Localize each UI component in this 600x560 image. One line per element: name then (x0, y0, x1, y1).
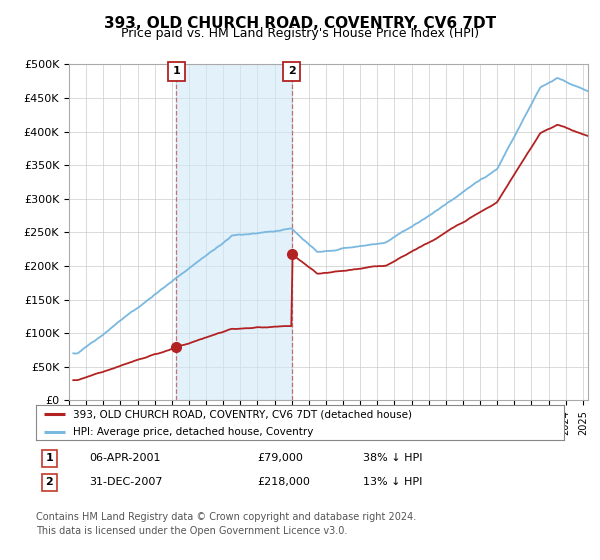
Text: 393, OLD CHURCH ROAD, COVENTRY, CV6 7DT (detached house): 393, OLD CHURCH ROAD, COVENTRY, CV6 7DT … (73, 409, 412, 419)
Text: HPI: Average price, detached house, Coventry: HPI: Average price, detached house, Cove… (73, 427, 313, 437)
Text: 2: 2 (287, 66, 295, 76)
Text: Price paid vs. HM Land Registry's House Price Index (HPI): Price paid vs. HM Land Registry's House … (121, 27, 479, 40)
Text: 31-DEC-2007: 31-DEC-2007 (89, 477, 162, 487)
Bar (176, 64, 292, 400)
Text: 1: 1 (46, 453, 53, 463)
Text: 393, OLD CHURCH ROAD, COVENTRY, CV6 7DT: 393, OLD CHURCH ROAD, COVENTRY, CV6 7DT (104, 16, 496, 31)
Text: 13% ↓ HPI: 13% ↓ HPI (364, 477, 423, 487)
Text: 1: 1 (173, 66, 180, 76)
Text: 38% ↓ HPI: 38% ↓ HPI (364, 453, 423, 463)
Text: 2: 2 (46, 477, 53, 487)
Text: £79,000: £79,000 (258, 453, 304, 463)
Text: £218,000: £218,000 (258, 477, 311, 487)
Text: Contains HM Land Registry data © Crown copyright and database right 2024.
This d: Contains HM Land Registry data © Crown c… (36, 512, 416, 536)
Text: 06-APR-2001: 06-APR-2001 (89, 453, 160, 463)
